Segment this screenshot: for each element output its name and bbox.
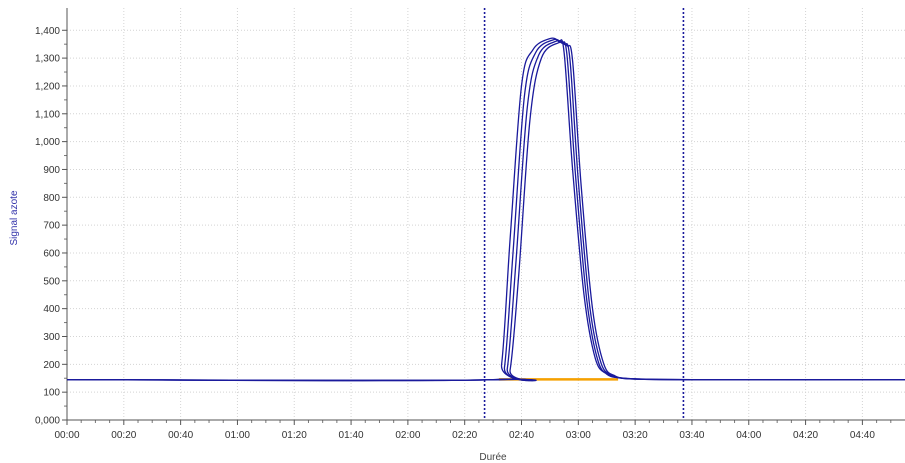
signal-line [66, 41, 905, 382]
y-tick-label: 1,000 [35, 137, 60, 148]
x-tick-label: 00:40 [168, 430, 193, 441]
y-tick-label: 700 [43, 221, 60, 232]
x-tick-label: 03:20 [623, 430, 648, 441]
y-tick-label: 300 [43, 332, 60, 343]
signal-line [66, 37, 905, 382]
x-tick-label: 03:40 [679, 430, 704, 441]
x-tick-labels: 00:00 00:20 00:40 01:00 01:20 01:40 02:00 02:20… [54, 430, 875, 441]
y-tick-label: 200 [43, 360, 60, 371]
axes [62, 8, 905, 425]
x-tick-label: 02:00 [395, 430, 420, 441]
y-tick-label: 100 [43, 388, 60, 399]
x-tick-label: 00:20 [111, 430, 136, 441]
x-tick-label: 03:00 [566, 430, 591, 441]
x-tick-label: 04:00 [736, 430, 761, 441]
y-tick-label: 800 [43, 193, 60, 204]
y-tick-label: 600 [43, 248, 60, 259]
signal-line [66, 38, 905, 382]
x-tick-label: 01:40 [339, 430, 364, 441]
y-tick-label: 0,000 [35, 416, 60, 427]
vertical-markers [483, 8, 685, 420]
x-tick-label: 01:20 [282, 430, 307, 441]
x-tick-label: 02:20 [452, 430, 477, 441]
y-tick-label: 400 [43, 304, 60, 315]
y-tick-label: 1,300 [35, 54, 60, 65]
y-tick-labels: 0,000 100 200 300 400 500 600 700 800 900 1,000 1,1… [35, 26, 60, 427]
x-tick-label: 04:40 [850, 430, 875, 441]
x-tick-label: 00:00 [54, 430, 79, 441]
y-axis-title: Signal azote [9, 190, 20, 245]
grid [67, 8, 905, 420]
x-tick-label: 04:20 [793, 430, 818, 441]
y-tick-label: 500 [43, 276, 60, 287]
y-tick-label: 1,200 [35, 81, 60, 92]
y-tick-label: 1,400 [35, 26, 60, 37]
series-layer [66, 37, 905, 382]
x-tick-label: 01:00 [225, 430, 250, 441]
x-tick-label: 02:40 [509, 430, 534, 441]
y-tick-label: 900 [43, 165, 60, 176]
signal-line [66, 39, 905, 382]
y-tick-label: 1,100 [35, 109, 60, 120]
x-axis-title: Durée [479, 452, 507, 463]
